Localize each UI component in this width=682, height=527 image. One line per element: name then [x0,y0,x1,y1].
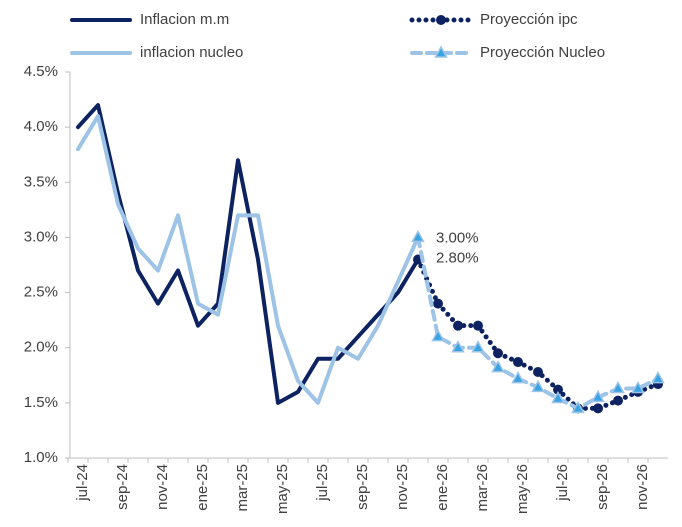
marker [451,340,465,353]
x-tick-label: nov-25 [394,464,411,510]
x-tick-label: mar-25 [234,464,251,512]
legend-marker [434,45,448,58]
y-tick-label: 4.0% [24,118,58,135]
marker [611,380,625,394]
marker [473,320,483,331]
series-line [76,103,420,405]
marker [431,329,445,342]
marker [453,320,463,331]
legend-label: Inflacion m.m [140,11,229,28]
legend-marker [436,15,446,25]
x-tick-label: sep-25 [354,464,371,510]
y-tick-label: 1.0% [24,449,58,466]
series-line [76,114,420,405]
marker [631,380,645,394]
marker [551,390,565,404]
data-label: 2.80% [436,249,479,266]
marker [531,379,545,393]
y-tick-label: 2.0% [24,339,58,356]
y-tick-label: 1.5% [24,394,58,411]
x-tick-label: nov-26 [634,464,651,510]
marker [471,340,485,353]
x-tick-label: jul-24 [74,464,91,502]
legend-label: Proyección Nucleo [480,44,605,61]
data-label: 3.00% [436,229,479,246]
y-tick-label: 4.5% [24,63,58,80]
marker [533,366,543,377]
x-tick-label: ene-26 [434,464,451,511]
x-tick-label: ene-25 [194,464,211,511]
x-tick-label: may-26 [514,464,531,514]
marker [571,400,585,414]
marker [593,403,603,414]
marker [491,360,505,373]
marker [591,389,605,403]
y-tick-label: 3.0% [24,228,58,245]
marker [613,395,623,406]
x-tick-label: nov-24 [154,464,171,510]
marker [651,371,665,384]
x-tick-label: jul-26 [554,464,571,502]
x-tick-label: may-25 [274,464,291,514]
marker [511,371,525,384]
x-tick-label: sep-24 [114,464,131,510]
marker [433,298,443,309]
x-tick-label: mar-26 [474,464,491,512]
x-tick-label: jul-25 [314,464,331,502]
legend-label: Proyección ipc [480,11,578,28]
y-tick-label: 3.5% [24,173,58,190]
marker [411,229,425,243]
legend-label: inflacion nucleo [140,44,243,61]
marker [553,384,563,395]
marker [493,348,503,359]
y-tick-label: 2.5% [24,284,58,301]
marker [513,357,523,368]
x-tick-label: sep-26 [594,464,611,510]
